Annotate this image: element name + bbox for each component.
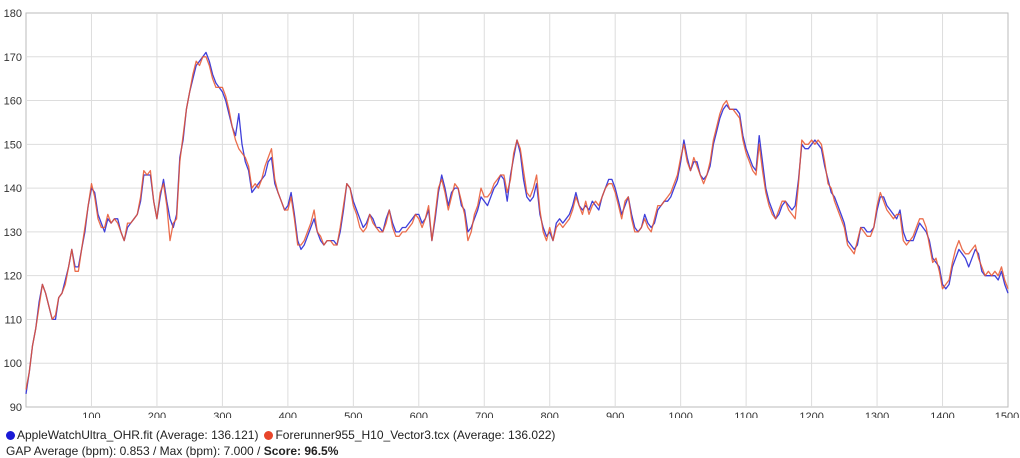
plot-area	[25, 12, 1009, 408]
legend-dot-forerunner-icon	[264, 430, 274, 440]
legend-item-forerunner[interactable]: Forerunner955_H10_Vector3.tcx (Average: …	[264, 428, 555, 442]
x-tick-label: 1200	[799, 411, 823, 418]
x-axis-ticks: 100 200 300 400 500 600 700 800 900 1000 1100 1200 1…	[82, 411, 1019, 418]
legend-item-apple-watch[interactable]: AppleWatchUltra_OHR.fit (Average: 136.12…	[6, 428, 258, 442]
y-tick-label: 150	[4, 139, 22, 151]
x-tick-label: 500	[344, 411, 362, 418]
y-tick-label: 120	[4, 271, 22, 283]
y-tick-label: 130	[4, 227, 22, 239]
gap-stats-text: GAP Average (bpm): 0.853 / Max (bpm): 7.…	[6, 444, 264, 458]
y-tick-label: 180	[4, 8, 22, 20]
y-tick-label: 90	[10, 402, 22, 414]
x-tick-label: 400	[279, 411, 297, 418]
x-tick-label: 300	[213, 411, 231, 418]
x-tick-label: 700	[475, 411, 493, 418]
legend-label-forerunner: Forerunner955_H10_Vector3.tcx (Average: …	[275, 428, 556, 442]
series-line-forerunner	[25, 56, 1009, 390]
x-tick-label: 200	[148, 411, 166, 418]
x-tick-label: 1500	[995, 411, 1019, 418]
x-tick-label: 900	[606, 411, 624, 418]
y-tick-label: 100	[4, 358, 22, 370]
heart-rate-line-chart: 100 200 300 400 500 600 700 800 900 1000 1100 1200 1…	[4, 8, 1020, 418]
x-tick-label: 800	[541, 411, 559, 418]
y-tick-label: 140	[4, 183, 22, 195]
x-tick-label: 1100	[734, 411, 758, 418]
y-tick-label: 170	[4, 52, 22, 64]
x-tick-label: 1000	[668, 411, 692, 418]
x-tick-label: 1300	[865, 411, 889, 418]
x-tick-label: 100	[82, 411, 100, 418]
x-tick-label: 600	[410, 411, 428, 418]
y-tick-label: 160	[4, 96, 22, 108]
series-lines	[25, 51, 1009, 394]
legend: AppleWatchUltra_OHR.fit (Average: 136.12…	[6, 428, 561, 442]
legend-label-apple-watch: AppleWatchUltra_OHR.fit (Average: 136.12…	[17, 428, 259, 442]
legend-dot-apple-watch-icon	[6, 430, 15, 440]
y-axis-ticks: 90 100 110 120 130 140 150 160 170 180	[4, 8, 22, 414]
score-value: Score: 96.5%	[263, 444, 339, 458]
x-tick-label: 1400	[930, 411, 954, 418]
gap-stats: GAP Average (bpm): 0.853 / Max (bpm): 7.…	[6, 444, 338, 458]
y-tick-label: 110	[4, 314, 22, 326]
